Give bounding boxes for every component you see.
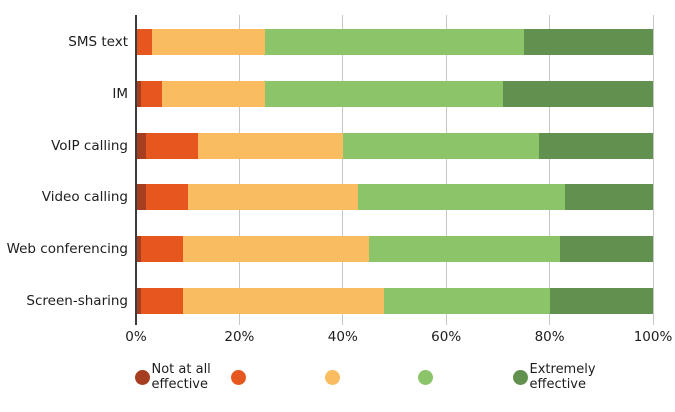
bar-segment [136,184,147,210]
legend-marker [230,369,246,385]
legend-marker [512,369,528,385]
category-label: IM [112,86,128,102]
category-label: VoIP calling [51,138,128,154]
gridline [238,15,240,325]
bar-segment [141,236,183,262]
bar-segment [384,288,550,314]
bar-segment [146,133,199,159]
bar-segment [187,184,359,210]
bar-row [136,133,653,159]
bar-segment [136,81,142,107]
category-label: SMS text [68,34,128,50]
bar-segment [368,236,560,262]
bar-segment [265,29,524,55]
x-tick-label: 40% [327,329,358,345]
category-label: Screen-sharing [26,293,128,309]
x-tick-label: 0% [125,329,147,345]
legend-label: Extremely effective [529,362,596,392]
bar-row [136,236,653,262]
bar-segment [136,288,142,314]
bar-segment [161,81,266,107]
bar-segment [559,236,653,262]
y-axis-line [135,15,137,325]
bar-segment [523,29,653,55]
bar-segment [136,236,142,262]
legend-marker [417,369,433,385]
gridline [549,15,551,325]
plot-area [135,15,654,325]
legend-label: Not at all effective [151,362,211,392]
bar-segment [549,288,653,314]
bar-segment [141,81,162,107]
bar-segment [539,133,653,159]
bar-segment [136,29,152,55]
bar-segment [342,133,540,159]
bar-segment [182,288,385,314]
bar-row [136,29,653,55]
bar-segment [358,184,566,210]
category-label: Video calling [41,189,128,205]
bar-segment [565,184,653,210]
bar-segment [265,81,504,107]
legend-marker [324,369,340,385]
x-tick-label: 100% [633,329,673,345]
bar-segment [182,236,369,262]
x-tick-label: 80% [534,329,565,345]
gridline [445,15,447,325]
bar-segment [136,133,147,159]
category-label: Web conferencing [6,241,128,257]
bar-segment [198,133,343,159]
bar-row [136,288,653,314]
x-tick-label: 60% [431,329,462,345]
bar-segment [141,288,183,314]
gridline [652,15,654,325]
gridline [342,15,344,325]
bar-segment [151,29,266,55]
bar-segment [146,184,188,210]
bar-segment [503,81,653,107]
bar-row [136,184,653,210]
bar-row [136,81,653,107]
legend-marker [134,369,150,385]
x-tick-label: 20% [224,329,255,345]
